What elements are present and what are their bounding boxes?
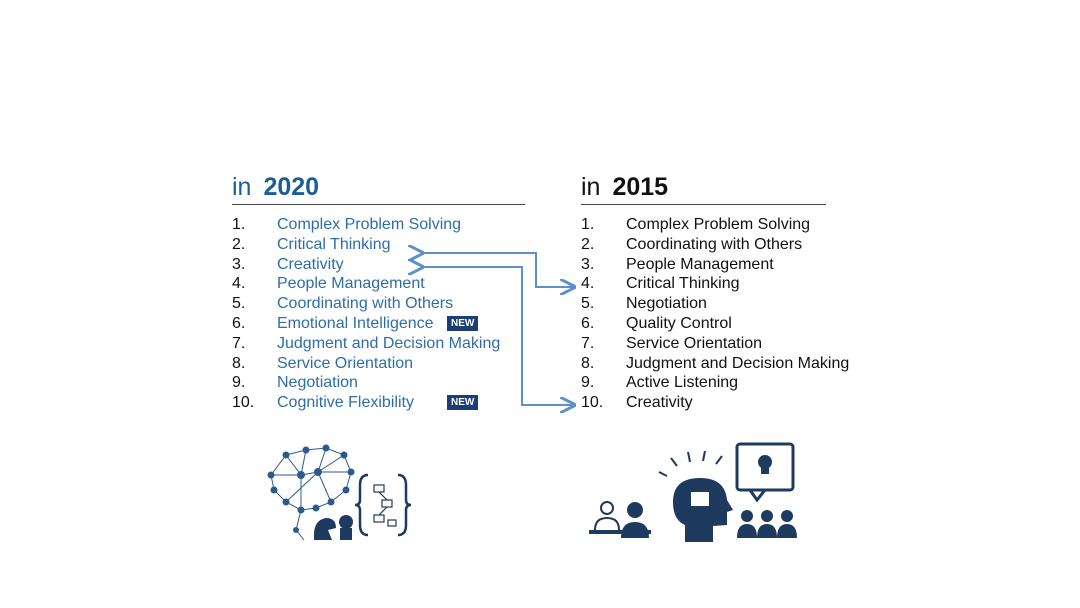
list-item: 8. Judgment and Decision Making <box>581 354 881 374</box>
item-label: Negotiation <box>277 374 358 392</box>
people-idea-illustration <box>589 442 797 542</box>
item-number: 3. <box>581 255 595 273</box>
arrow-creativity <box>422 267 574 405</box>
heading-in-word: in <box>232 173 252 201</box>
item-label: Creativity <box>277 255 344 273</box>
item-number: 9. <box>581 374 595 392</box>
heading-2015: in 2015 <box>581 172 826 205</box>
list-item: 4. Critical Thinking <box>581 274 881 294</box>
speech-bubble-icon <box>735 442 795 503</box>
lightbulb-icon <box>758 455 772 474</box>
list-item: 4. People Management <box>232 274 532 294</box>
list-item: 10. Creativity <box>581 393 881 413</box>
list-item: 1. Complex Problem Solving <box>232 215 532 235</box>
flowchart-icon <box>373 484 397 527</box>
interview-person-icon <box>594 501 620 531</box>
brain-network-illustration <box>267 444 412 541</box>
list-item: 7. Service Orientation <box>581 334 881 354</box>
head-puzzle-icon <box>673 478 733 542</box>
list-item: 9. Negotiation <box>232 373 532 393</box>
heading-year: 2015 <box>612 173 669 201</box>
item-number: 2. <box>232 235 246 253</box>
item-label: People Management <box>277 275 425 293</box>
idea-rays-icon <box>658 450 723 477</box>
item-number: 1. <box>581 216 595 233</box>
list-2015: in 2015 1. Complex Problem Solving 2. Coord… <box>581 172 881 413</box>
network-brain-icon <box>267 444 355 541</box>
item-number: 7. <box>232 334 246 352</box>
item-label: Service Orientation <box>277 354 414 372</box>
list-item: 2. Coordinating with Others <box>581 235 881 255</box>
item-label: Complex Problem Solving <box>626 216 811 233</box>
item-number: 4. <box>581 275 595 293</box>
item-label: Judgment and Decision Making <box>626 354 850 372</box>
puzzle-piece-icon <box>691 492 709 506</box>
item-number: 10. <box>232 394 255 412</box>
seated-person-icon <box>589 502 651 538</box>
item-label: Creativity <box>626 394 693 412</box>
flowchart-braces-icon <box>354 473 412 537</box>
list-item: 6. Quality Control <box>581 314 881 334</box>
list-item: 8. Service Orientation <box>232 354 532 374</box>
item-number: 6. <box>232 314 246 332</box>
item-number: 5. <box>581 295 595 313</box>
arrow-critical-thinking <box>422 253 574 287</box>
list-item: 2. Critical Thinking <box>232 235 532 255</box>
item-label: Service Orientation <box>626 334 763 352</box>
item-label: Active Listening <box>626 374 739 392</box>
item-label: Quality Control <box>626 314 732 332</box>
list-item: 3. Creativity <box>232 255 532 275</box>
item-number: 8. <box>581 354 595 372</box>
item-label: Critical Thinking <box>626 275 740 293</box>
item-label: Negotiation <box>626 295 707 313</box>
list-item: 5. Negotiation <box>581 294 881 314</box>
chess-pieces-icon <box>314 515 353 540</box>
item-number: 1. <box>232 216 246 233</box>
item-label: Coordinating with Others <box>626 235 803 253</box>
item-number: 3. <box>232 255 246 273</box>
item-number: 2. <box>581 235 595 253</box>
item-number: 8. <box>232 354 246 372</box>
item-label: Complex Problem Solving <box>277 216 462 233</box>
heading-year: 2020 <box>263 173 320 201</box>
heading-in-word: in <box>581 173 601 201</box>
item-number: 5. <box>232 295 246 313</box>
audience-icon <box>737 510 797 538</box>
item-number: 10. <box>581 394 604 412</box>
item-label: Cognitive Flexibility <box>277 394 414 412</box>
item-number: 6. <box>581 314 595 332</box>
list-item: 3. People Management <box>581 255 881 275</box>
list-item: 1. Complex Problem Solving <box>581 215 881 235</box>
item-label: Critical Thinking <box>277 235 391 253</box>
item-label: People Management <box>626 255 774 273</box>
heading-2020: in 2020 <box>232 172 525 205</box>
item-number: 7. <box>581 334 595 352</box>
item-number: 4. <box>232 275 246 293</box>
item-number: 9. <box>232 374 246 392</box>
item-label: Emotional Intelligence <box>277 314 434 332</box>
list-item: 9. Active Listening <box>581 373 881 393</box>
